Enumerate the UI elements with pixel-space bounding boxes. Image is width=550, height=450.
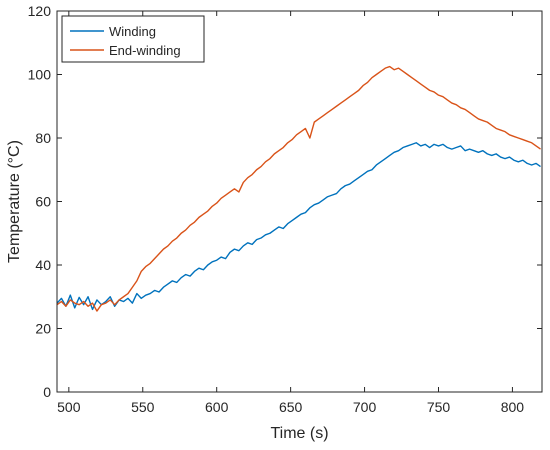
x-tick-label: 550 — [131, 399, 155, 415]
x-tick-label: 650 — [279, 399, 303, 415]
x-tick-label: 800 — [501, 399, 525, 415]
legend-label-end-winding: End-winding — [109, 43, 181, 58]
series-line-end-winding — [57, 65, 541, 312]
y-tick-label: 60 — [35, 194, 51, 210]
legend-label-winding: Winding — [109, 24, 156, 39]
axes-layer — [56, 10, 543, 393]
x-axis-label: Time (s) — [270, 425, 328, 442]
series-layer — [57, 65, 541, 312]
y-tick-label: 100 — [28, 67, 52, 83]
legend-box — [61, 15, 205, 63]
series-line-winding — [57, 142, 541, 311]
legend: Winding End-winding — [61, 15, 205, 63]
x-tick-labels: 500 550 600 650 700 750 800 — [57, 399, 524, 415]
y-tick-labels: 0 20 40 60 80 100 120 — [28, 3, 52, 400]
y-axis-label: Temperature (°C) — [6, 140, 23, 263]
x-tick-label: 750 — [427, 399, 451, 415]
y-tick-label: 80 — [35, 130, 51, 146]
plot-area — [57, 11, 542, 392]
y-tick-label: 120 — [28, 3, 52, 19]
x-tick-label: 500 — [57, 399, 81, 415]
y-tick-label: 0 — [43, 384, 51, 400]
x-tick-label: 600 — [205, 399, 229, 415]
y-tick-label: 20 — [35, 321, 51, 337]
plot-background — [57, 11, 542, 392]
x-tick-label: 700 — [353, 399, 377, 415]
y-tick-label: 40 — [35, 257, 51, 273]
